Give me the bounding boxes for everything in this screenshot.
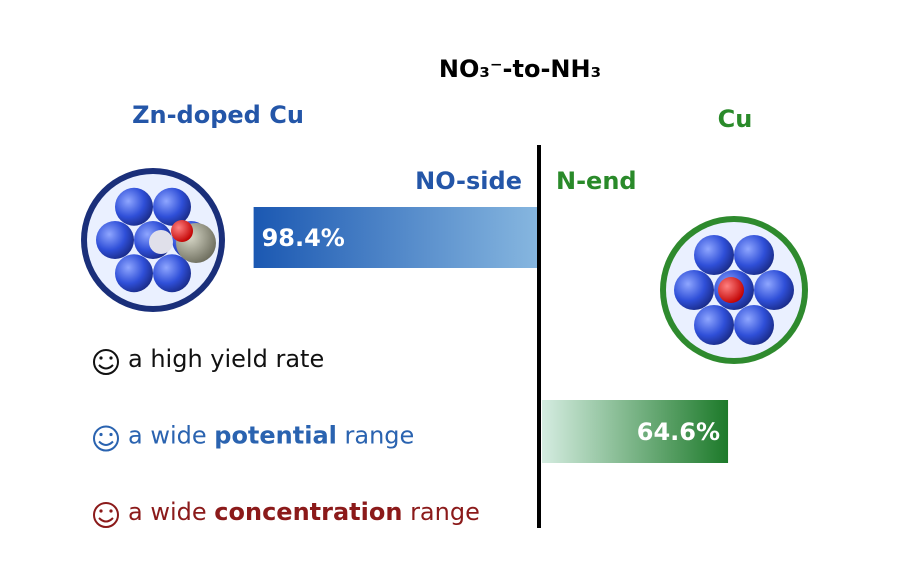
advantage-part: potential [214,422,337,450]
smiley-mouth [98,440,114,446]
left-label: Zn-doped Cu [132,101,304,129]
advantage-part: range [337,422,414,450]
value-label: 64.6% [637,418,720,446]
side-label: N-end [556,167,637,195]
atom [153,187,191,226]
zn-cu-cluster [81,168,225,312]
smiley-eye [109,356,113,360]
title: NO₃⁻-to-NH₃ [439,55,601,83]
bar [253,207,537,268]
smiley-icons [93,349,119,528]
atom [694,235,734,275]
advantage-part: concentration [214,498,402,526]
smiley-eye [109,432,113,437]
atom [734,305,774,345]
atom [754,270,794,310]
atom [115,187,153,226]
smiley-eye [99,509,103,513]
right-label: Cu [718,105,753,133]
advantage: a high yield rate [128,345,324,373]
advantage-part: a wide [128,498,214,526]
smiley-eye [109,509,113,513]
smiley-face [93,425,119,452]
cu-cluster [660,216,808,364]
smiley-mouth [98,364,114,370]
advantage-part: a high yield rate [128,345,324,373]
smiley-mouth [98,517,114,523]
atom [674,270,714,310]
atom [734,235,774,275]
advantage: a wide concentration range [128,498,480,526]
smiley-face [93,502,119,528]
atom [115,254,153,293]
smiley-eye [99,432,103,437]
side-label: NO-side [415,167,522,195]
atom [694,305,734,345]
smiley-eye [99,356,103,360]
value-label: 98.4% [262,224,345,252]
advantage-part: a wide [128,422,214,450]
atom [96,221,134,259]
atom [153,254,191,293]
bar [542,400,729,463]
smiley-face [93,349,119,375]
advantage-part: range [402,498,479,526]
advantage: a wide potential range [128,422,414,450]
